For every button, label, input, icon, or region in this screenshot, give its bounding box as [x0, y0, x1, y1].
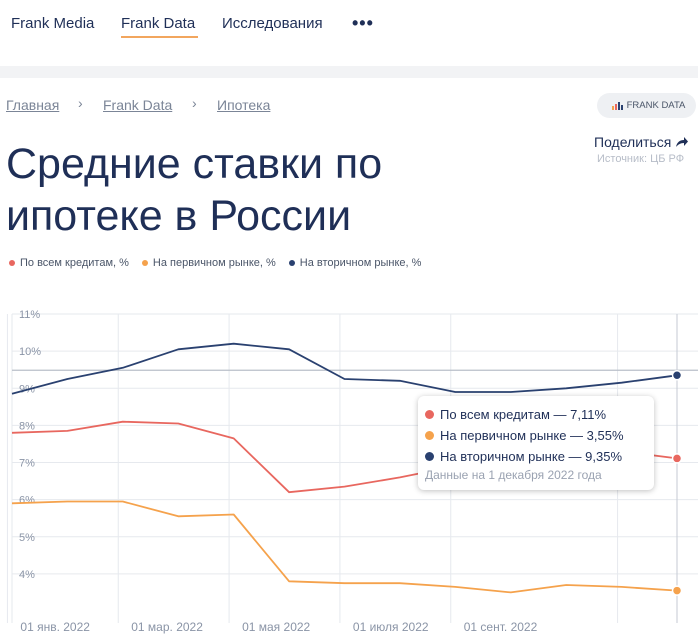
highlight-point	[671, 585, 683, 596]
nav-active-underline	[121, 36, 198, 38]
x-tick-label: 01 сент. 2022	[464, 620, 538, 634]
y-tick-label: 6%	[19, 495, 35, 507]
tooltip-date: Данные на 1 декабря 2022 года	[425, 468, 602, 482]
tooltip-text: На вторичном рынке — 9,35%	[440, 449, 623, 464]
nav-item-research[interactable]: Исследования	[222, 15, 323, 32]
x-tick-label: 01 мая 2022	[242, 620, 310, 634]
legend-dot-icon	[9, 260, 15, 266]
tooltip-row-all-loans: По всем кредитам — 7,11%	[425, 404, 654, 425]
chart-tooltip: По всем кредитам — 7,11% На первичном ры…	[418, 396, 654, 490]
y-tick-label: 5%	[19, 532, 35, 544]
legend-dot-icon	[141, 260, 148, 266]
chart-grid	[6, 313, 698, 623]
breadcrumb-home[interactable]: Главная	[6, 97, 60, 113]
highlight-point	[671, 370, 683, 381]
y-tick-label: 10%	[19, 346, 41, 358]
legend-label: По всем кредитам, %	[20, 257, 129, 269]
share-button[interactable]: Поделиться	[594, 134, 689, 150]
tooltip-dot-icon	[425, 452, 434, 461]
tooltip-dot-icon	[425, 410, 434, 419]
tooltip-dot-icon	[425, 431, 434, 440]
legend-item-primary-market[interactable]: На первичном рынке, %	[141, 257, 276, 269]
breadcrumb-chevron-icon: ›	[192, 95, 197, 111]
top-nav: Frank Media Frank Data Исследования •••	[0, 0, 698, 66]
y-tick-label: 11%	[19, 309, 40, 321]
series-line	[11, 342, 678, 395]
tooltip-row-primary-market: На первичном рынке — 3,55%	[425, 425, 654, 446]
x-tick-label: 01 янв. 2022	[20, 620, 90, 634]
tooltip-text: На первичном рынке — 3,55%	[440, 428, 624, 443]
y-tick-label: 7%	[19, 458, 35, 470]
y-tick-label: 8%	[19, 420, 35, 432]
source-note: Источник: ЦБ РФ	[597, 153, 685, 165]
nav-separator	[0, 66, 698, 78]
y-tick-label: 4%	[19, 569, 35, 581]
chart-legend: По всем кредитам, % На первичном рынке, …	[9, 257, 421, 269]
breadcrumb-frank-data[interactable]: Frank Data	[103, 97, 173, 113]
nav-item-frank-data[interactable]: Frank Data	[121, 15, 196, 32]
x-tick-label: 01 мар. 2022	[131, 620, 203, 634]
chart-points	[671, 370, 683, 596]
legend-dot-icon	[288, 260, 295, 266]
share-label: Поделиться	[594, 134, 672, 150]
mortgage-rates-chart[interactable]: 4%5%6%7%8%9%10%11% 01 янв. 2022 01 мар. 2…	[0, 300, 698, 641]
more-menu-button[interactable]: •••	[352, 13, 374, 33]
x-axis-ticks: 01 янв. 2022 01 мар. 2022 01 мая 2022 01 ию…	[20, 620, 537, 634]
breadcrumb-mortgage[interactable]: Ипотека	[217, 97, 271, 113]
share-arrow-icon	[676, 137, 689, 147]
badge-label: FRANK DATA	[626, 100, 686, 111]
frank-data-badge[interactable]: FRANK DATA	[597, 93, 696, 118]
page-title: Средние ставки по ипотеке в России	[6, 140, 383, 240]
bar-chart-icon	[611, 102, 623, 110]
highlight-point	[671, 453, 683, 464]
breadcrumb-chevron-icon: ›	[78, 95, 83, 111]
y-axis-ticks: 4%5%6%7%8%9%10%11%	[19, 309, 41, 581]
legend-item-secondary-market[interactable]: На вторичном рынке, %	[288, 257, 422, 269]
tooltip-row-secondary-market: На вторичном рынке — 9,35%	[425, 446, 654, 467]
legend-item-all-loans[interactable]: По всем кредитам, %	[9, 257, 129, 269]
legend-label: На вторичном рынке, %	[299, 257, 422, 269]
nav-item-frank-media[interactable]: Frank Media	[11, 15, 95, 32]
legend-label: На первичном рынке, %	[152, 257, 276, 269]
x-tick-label: 01 июля 2022	[353, 620, 429, 634]
series-line	[11, 500, 678, 594]
tooltip-text: По всем кредитам — 7,11%	[440, 407, 607, 422]
